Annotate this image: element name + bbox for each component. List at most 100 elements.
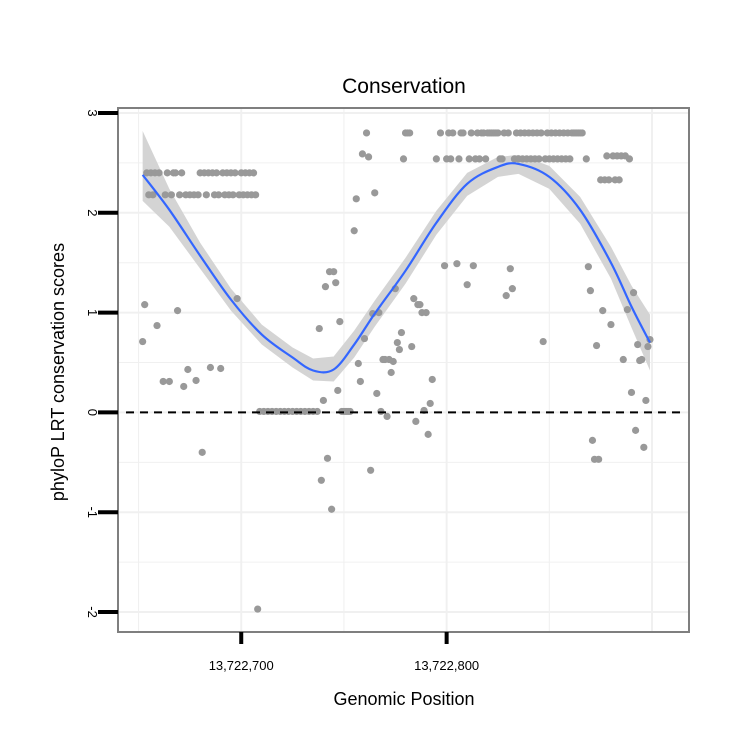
data-point [449,129,457,137]
data-point [360,334,369,343]
data-point [252,191,260,199]
data-point [389,357,397,366]
data-point [198,448,206,456]
data-point [178,169,186,177]
data-point [206,363,215,372]
data-point [627,388,636,397]
data-point [408,342,416,351]
data-point [535,155,543,163]
data-point [180,382,188,391]
data-point [459,129,467,137]
data-point [202,191,210,199]
data-point [395,345,403,354]
data-point [537,129,545,137]
data-point [638,355,646,364]
y-tick-label: -1 [85,506,100,518]
data-point [367,466,375,474]
data-point [249,169,258,177]
data-point [173,307,182,315]
data-point [231,169,239,177]
data-point [592,341,601,350]
y-tick-label: -2 [85,606,100,618]
data-point [192,376,200,385]
data-point [599,307,607,315]
y-tick-label: 1 [85,309,100,316]
data-point [482,155,490,163]
data-point [184,365,192,374]
data-point [426,399,434,408]
data-point [167,191,176,199]
x-tick-label: 13,722,700 [209,658,274,673]
data-point [566,155,574,163]
data-point [254,605,262,613]
data-point [615,176,623,184]
data-point [165,377,173,386]
data-point [171,169,180,177]
smooth-line [141,162,651,374]
data-point [323,454,332,462]
data-point [455,155,463,163]
x-tick-label: 13,722,800 [414,658,479,673]
data-point [463,281,471,289]
data-point [139,337,147,346]
x-axis-title: Genomic Position [333,689,474,709]
data-point [644,342,652,351]
data-point [619,355,627,364]
data-point [467,129,475,137]
data-point [494,129,502,137]
data-point [634,340,642,349]
data-point [332,279,340,287]
data-points [139,129,654,613]
data-point [584,263,592,271]
data-point [350,227,358,235]
y-tick-label: 3 [85,109,100,116]
data-point [371,189,379,197]
gridlines [118,108,689,632]
data-point [194,191,202,199]
data-point [352,195,360,203]
data-point [629,289,638,297]
data-point [373,389,381,398]
data-point [502,292,510,300]
data-point [397,328,406,337]
data-point [161,191,169,199]
data-point [642,396,650,405]
data-point [155,169,163,177]
data-point [447,155,455,163]
data-point [406,129,414,137]
data-point [321,283,330,291]
data-point [595,455,603,463]
data-point [233,295,241,303]
y-axis-title: phyloP LRT conservation scores [48,243,68,501]
data-point [149,191,157,199]
data-point [498,155,506,163]
data-point [539,337,547,346]
x-axis: 13,722,700 13,722,800 [209,632,479,673]
y-tick-label: 2 [85,209,100,216]
chart-title: Conservation [342,75,466,98]
data-point [424,430,432,438]
data-point [358,150,367,158]
data-point [625,155,634,163]
data-point [159,377,167,386]
data-point [428,375,436,384]
data-point [588,436,597,444]
data-point [440,262,449,270]
data-point [153,321,161,330]
data-point [607,320,615,329]
data-point [319,396,327,405]
data-point [141,301,149,309]
data-point [362,129,371,137]
data-point [605,176,613,184]
data-point [465,155,473,163]
data-point [317,476,325,484]
data-point [506,265,514,273]
data-point [586,287,595,295]
data-point [336,317,344,326]
smooth-line-layer [141,162,651,374]
data-point [504,129,512,137]
data-point [328,505,336,513]
data-point [217,364,225,373]
y-tick-label: 0 [85,409,100,416]
